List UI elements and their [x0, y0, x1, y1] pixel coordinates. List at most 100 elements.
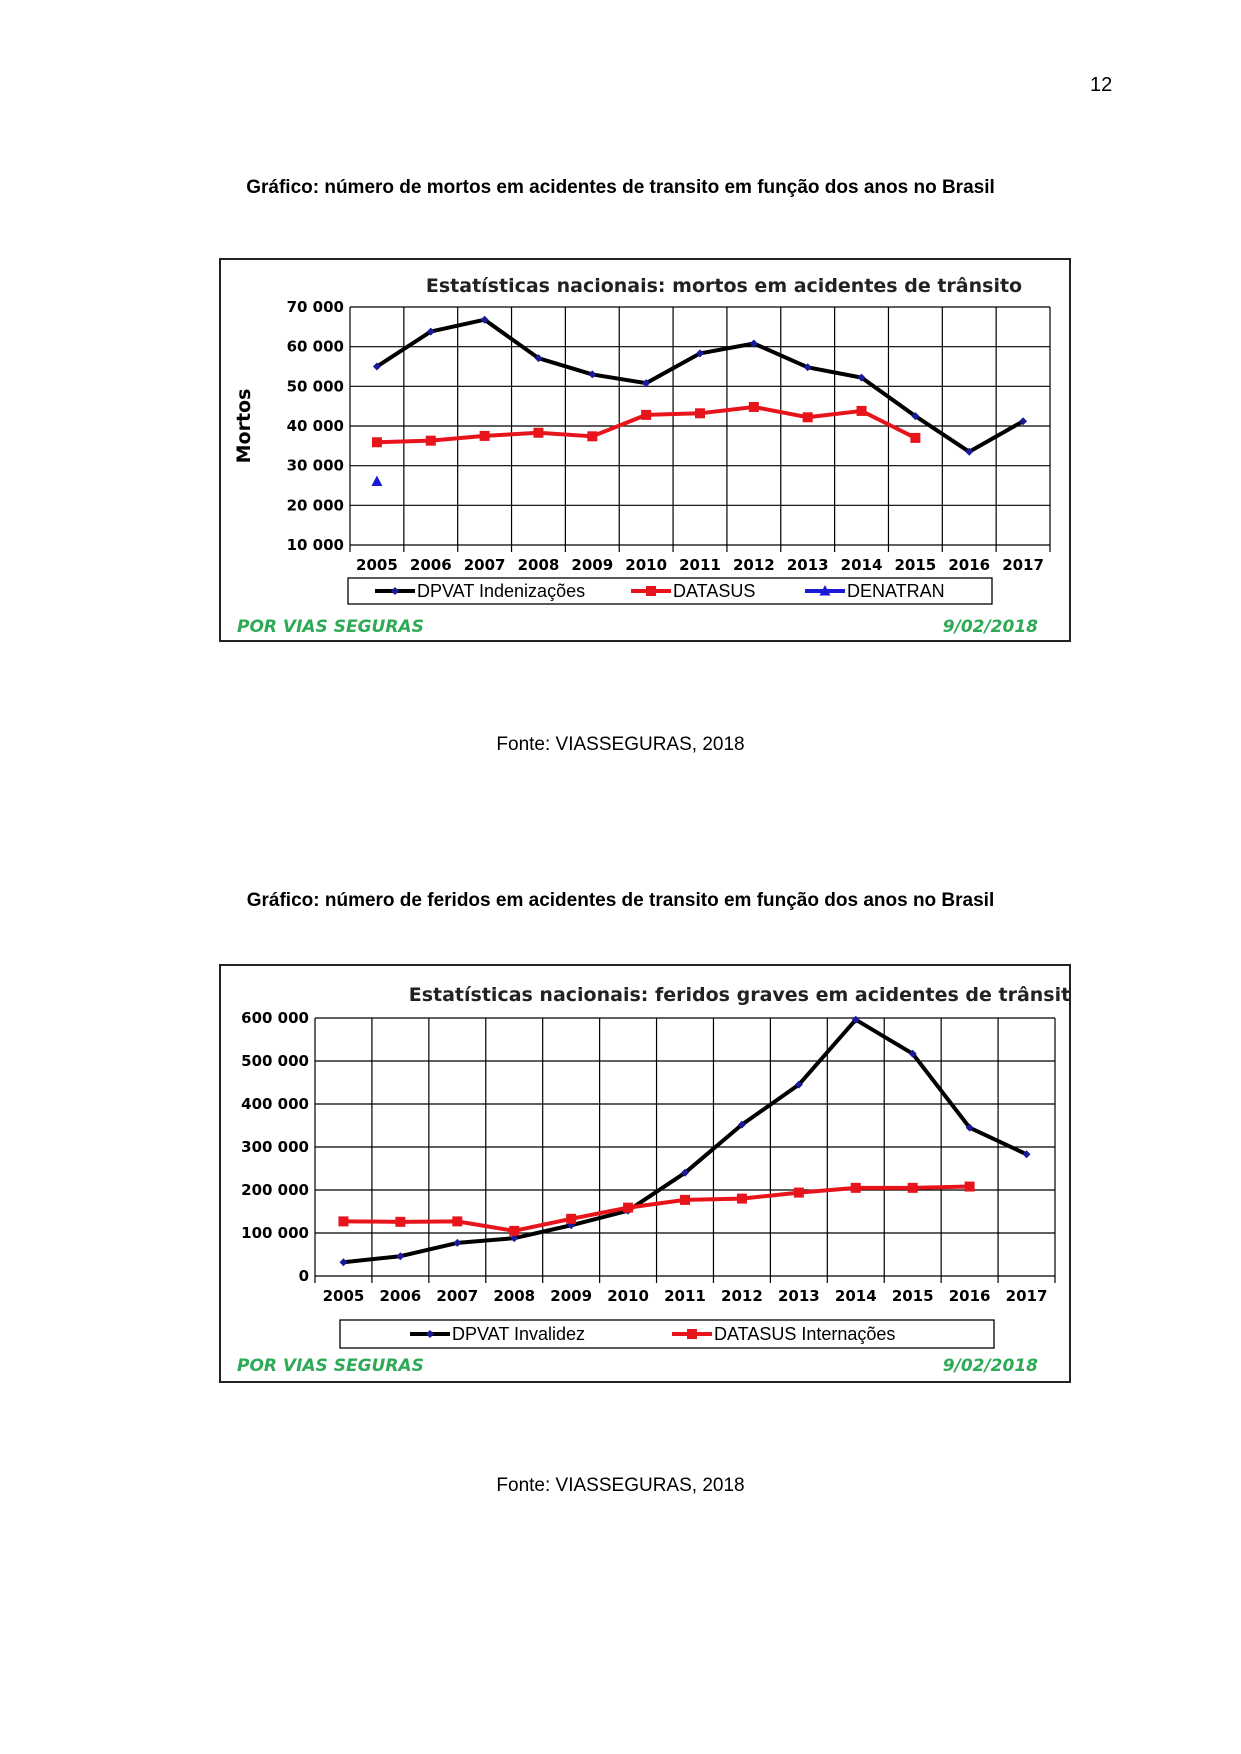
data-point — [453, 1238, 462, 1247]
data-point — [803, 363, 812, 372]
data-point — [510, 1234, 519, 1243]
legend-label: DPVAT Indenizações — [417, 581, 585, 601]
x-tick-label: 2005 — [356, 556, 398, 574]
data-point — [623, 1202, 634, 1213]
data-point — [850, 1182, 861, 1193]
y-tick-label: 10 000 — [287, 536, 344, 554]
y-tick-label: 200 000 — [241, 1181, 309, 1199]
data-point — [908, 1049, 917, 1058]
data-point — [371, 437, 382, 448]
data-point — [534, 354, 543, 363]
chart-title: Estatísticas nacionais: mortos em aciden… — [426, 275, 1022, 297]
data-point — [696, 349, 704, 358]
data-point — [372, 362, 381, 371]
figure-2-source: Fonte: VIASSEGURAS, 2018 — [496, 1475, 745, 1496]
injuries-chart: Estatísticas nacionais: feridos graves e… — [219, 964, 1071, 1383]
x-tick-label: 2007 — [464, 556, 506, 574]
x-tick-label: 2012 — [733, 556, 775, 574]
data-point — [395, 1216, 406, 1227]
series-denatran — [371, 475, 383, 487]
x-tick-label: 2015 — [895, 556, 937, 574]
injuries-chart-svg: Estatísticas nacionais: feridos graves e… — [237, 984, 1069, 1376]
figure-1-source: Fonte: VIASSEGURAS, 2018 — [496, 734, 745, 755]
legend-marker — [646, 586, 656, 596]
data-point — [907, 1182, 918, 1193]
series-line — [341, 1184, 972, 1233]
x-tick-label: 2013 — [787, 556, 829, 574]
data-point — [681, 1168, 689, 1177]
data-point — [965, 447, 974, 456]
legend-marker — [426, 1330, 434, 1338]
x-tick-label: 2015 — [892, 1287, 934, 1305]
data-point — [509, 1225, 520, 1236]
y-tick-label: 0 — [299, 1267, 309, 1285]
figure-2-caption: Gráfico: número de feridos em acidentes … — [246, 890, 995, 911]
data-point — [566, 1213, 577, 1224]
deaths-chart: Estatísticas nacionais: mortos em aciden… — [219, 258, 1071, 642]
y-tick-label: 70 000 — [287, 298, 344, 316]
x-tick-label: 2006 — [410, 556, 452, 574]
legend-marker — [687, 1329, 697, 1339]
data-point — [851, 1015, 860, 1024]
data-point — [748, 401, 759, 412]
page-number: 12 — [1090, 74, 1113, 96]
y-tick-label: 60 000 — [287, 338, 344, 356]
x-tick-label: 2014 — [841, 556, 883, 574]
data-point — [856, 405, 867, 416]
x-tick-label: 2017 — [1006, 1287, 1048, 1305]
x-tick-label: 2016 — [948, 556, 990, 574]
data-point — [737, 1120, 746, 1129]
series-datasus-interna-es — [338, 1181, 975, 1236]
brand-label: POR VIAS SEGURAS — [237, 1356, 424, 1376]
data-point — [794, 1080, 803, 1089]
legend-marker — [391, 587, 399, 595]
legend-label: DATASUS — [673, 581, 755, 601]
data-point — [641, 409, 652, 420]
data-point — [425, 435, 436, 446]
x-tick-label: 2010 — [607, 1287, 649, 1305]
data-point — [680, 1194, 690, 1205]
data-point — [642, 379, 651, 388]
x-tick-label: 2008 — [518, 556, 560, 574]
data-point — [749, 339, 758, 348]
x-tick-label: 2007 — [436, 1287, 478, 1305]
chart-grid — [314, 1017, 1056, 1283]
data-point — [426, 327, 435, 336]
x-tick-label: 2013 — [778, 1287, 820, 1305]
chart-date: 9/02/2018 — [943, 617, 1038, 637]
y-tick-label: 500 000 — [241, 1052, 309, 1070]
data-point — [338, 1216, 349, 1227]
data-point — [587, 431, 598, 442]
data-point — [339, 1258, 348, 1267]
brand-label: POR VIAS SEGURAS — [237, 617, 424, 637]
figure-1-caption: Gráfico: número de mortos em acidentes d… — [246, 177, 995, 198]
x-tick-label: 2010 — [625, 556, 667, 574]
chart-legend: DPVAT Invalidez DATASUS Internações — [339, 1319, 995, 1349]
data-point — [736, 1193, 747, 1204]
data-point — [695, 408, 705, 419]
legend-label: DENATRAN — [847, 581, 945, 601]
data-point — [396, 1252, 405, 1261]
x-tick-label: 2009 — [571, 556, 613, 574]
y-tick-label: 600 000 — [241, 1009, 309, 1027]
x-tick-label: 2009 — [550, 1287, 592, 1305]
chart-grid — [349, 306, 1051, 552]
series-dpvat-invalidez — [339, 1015, 1031, 1267]
series-datasus — [371, 401, 921, 448]
y-tick-label: 30 000 — [287, 457, 344, 475]
data-point — [910, 432, 921, 443]
y-tick-label: 100 000 — [241, 1224, 309, 1242]
legend-marker — [819, 585, 831, 596]
data-point — [479, 430, 490, 441]
data-point — [793, 1187, 804, 1198]
x-tick-label: 2008 — [493, 1287, 535, 1305]
y-tick-label: 400 000 — [241, 1095, 309, 1113]
x-tick-label: 2012 — [721, 1287, 763, 1305]
data-point — [911, 412, 920, 421]
data-point — [452, 1216, 463, 1227]
x-tick-label: 2005 — [323, 1287, 365, 1305]
data-point — [802, 412, 813, 423]
y-tick-label: 300 000 — [241, 1138, 309, 1156]
series-dpvat-indeniza-es — [372, 315, 1028, 456]
chart-title: Estatísticas nacionais: feridos graves e… — [409, 984, 1069, 1006]
